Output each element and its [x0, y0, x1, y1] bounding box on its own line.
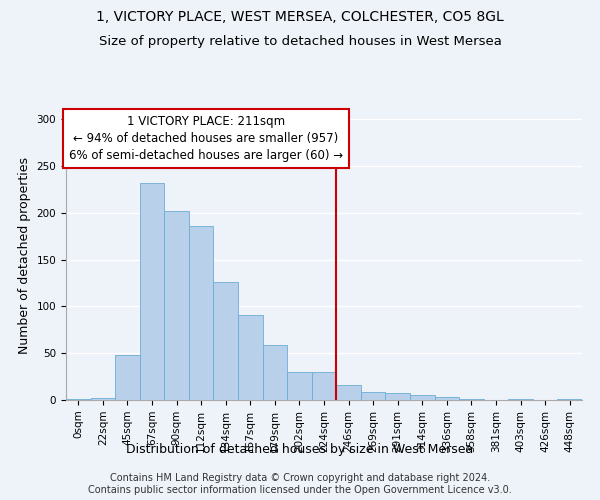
Bar	[312, 372, 336, 400]
Bar	[238, 315, 263, 400]
Text: Size of property relative to detached houses in West Mersea: Size of property relative to detached ho…	[98, 35, 502, 48]
Bar	[91, 398, 115, 400]
Bar	[336, 385, 361, 400]
Bar	[164, 211, 189, 400]
Text: Distribution of detached houses by size in West Mersea: Distribution of detached houses by size …	[127, 442, 473, 456]
Bar	[263, 345, 287, 400]
Bar	[557, 399, 582, 400]
Text: Contains HM Land Registry data © Crown copyright and database right 2024.
Contai: Contains HM Land Registry data © Crown c…	[88, 474, 512, 495]
Bar	[66, 399, 91, 400]
Bar	[287, 372, 312, 400]
Bar	[214, 282, 238, 400]
Bar	[410, 396, 434, 400]
Bar	[434, 397, 459, 400]
Bar	[140, 183, 164, 400]
Bar	[459, 399, 484, 400]
Text: 1, VICTORY PLACE, WEST MERSEA, COLCHESTER, CO5 8GL: 1, VICTORY PLACE, WEST MERSEA, COLCHESTE…	[96, 10, 504, 24]
Text: 1 VICTORY PLACE: 211sqm
← 94% of detached houses are smaller (957)
6% of semi-de: 1 VICTORY PLACE: 211sqm ← 94% of detache…	[69, 114, 343, 162]
Y-axis label: Number of detached properties: Number of detached properties	[18, 156, 31, 354]
Bar	[361, 392, 385, 400]
Bar	[508, 399, 533, 400]
Bar	[385, 392, 410, 400]
Bar	[189, 226, 214, 400]
Bar	[115, 355, 140, 400]
